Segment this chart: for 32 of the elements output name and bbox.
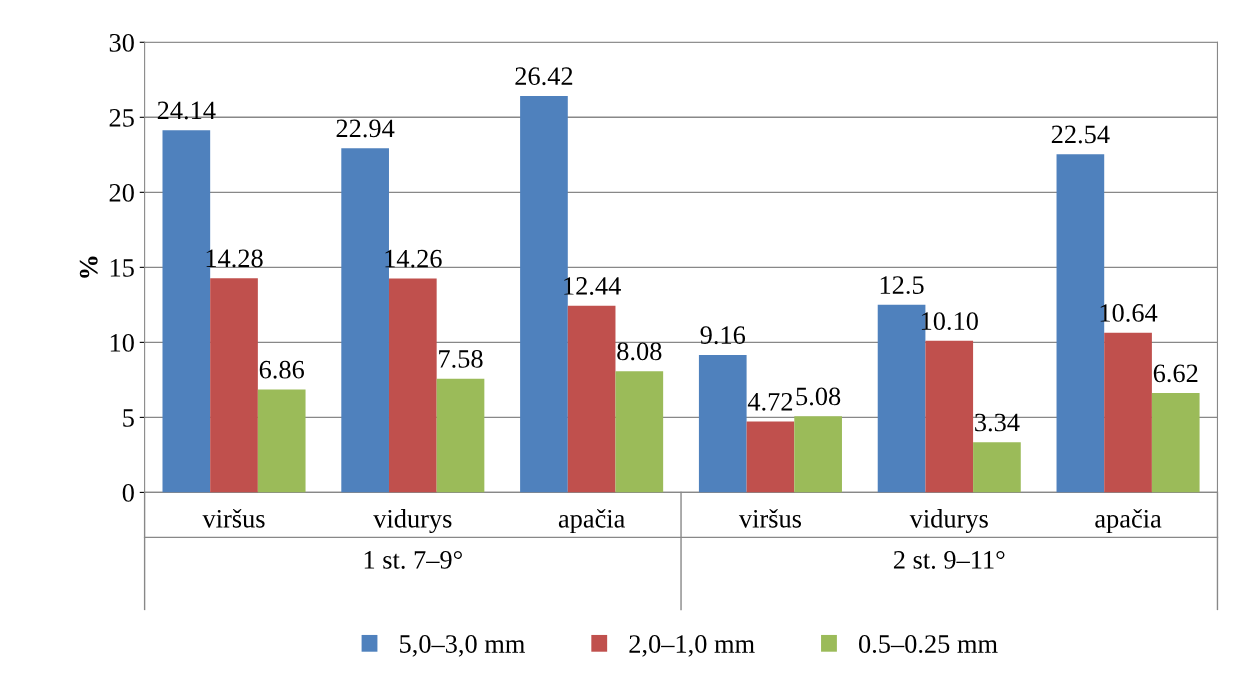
x-tick-label: viršus [202, 509, 265, 528]
data-label: 12.5 [880, 276, 924, 295]
x-tick-label: apačia [1095, 509, 1162, 534]
x-tick-label: vidurys [373, 509, 452, 534]
y-tick-label: 15 [110, 259, 134, 277]
data-label: 6.86 [259, 360, 304, 379]
data-label: 9.16 [700, 326, 746, 345]
data-label: 8.08 [617, 342, 662, 361]
legend-label: 5,0–3,0 mm [400, 635, 525, 657]
data-label: 4.72 [747, 392, 793, 411]
y-tick-label: 0 [122, 484, 134, 502]
y-tick-label: 30 [109, 33, 134, 52]
legend-label: 0.5–0.25 mm [859, 635, 998, 654]
x-tick-label: apačia [558, 509, 625, 534]
data-label: 6.62 [1153, 364, 1198, 383]
y-tick-label: 10 [110, 333, 134, 352]
data-label: 22.94 [336, 119, 395, 138]
x-tick-label: viršus [738, 509, 802, 528]
data-label: 24.14 [157, 101, 216, 120]
x-tick-label: vidurys [909, 509, 988, 534]
data-label: 3.34 [975, 413, 1020, 432]
data-label: 22.54 [1051, 125, 1110, 144]
y-tick-label: 5 [123, 409, 134, 427]
data-label: 7.58 [439, 349, 483, 368]
y-tick-label: 20 [109, 183, 134, 202]
data-label: 5.08 [796, 387, 841, 406]
y-tick-label: 25 [109, 108, 134, 127]
y-axis-title: % [79, 256, 98, 278]
data-label: 26.42 [515, 67, 573, 86]
legend-label: 2,0–1,0 mm [629, 635, 755, 657]
text: 1 st. 7–9° [364, 550, 462, 569]
text: 2 st. 9–11° [893, 550, 1005, 569]
